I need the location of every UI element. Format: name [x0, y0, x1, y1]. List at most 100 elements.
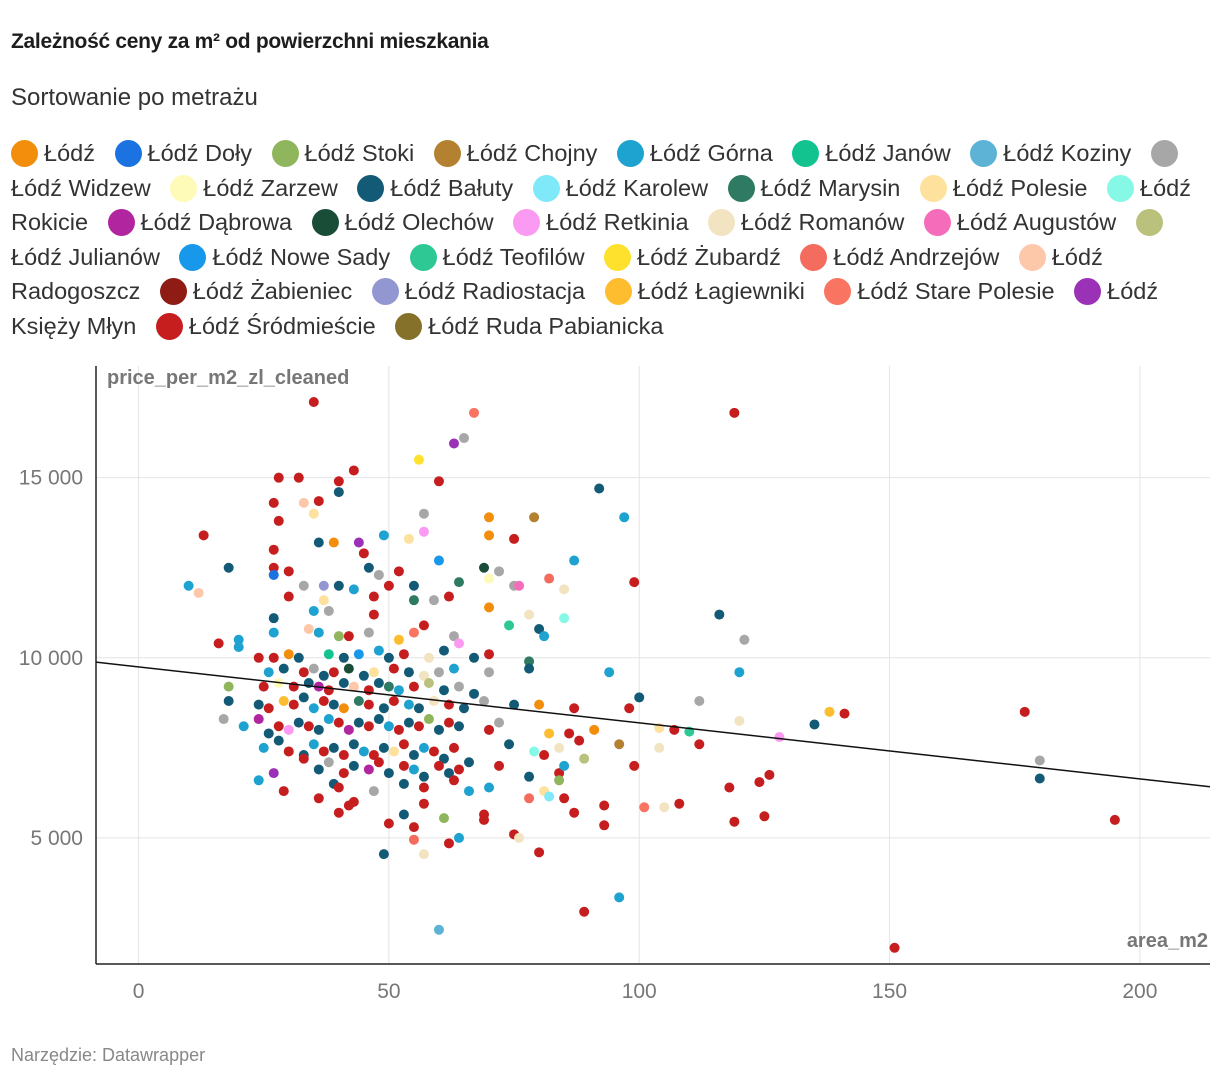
data-point [554, 775, 565, 786]
data-point [694, 739, 705, 750]
data-point [298, 667, 309, 678]
data-point [363, 699, 374, 710]
scatter-chart: 0 50 100 150 200 5 000 10 000 15 000 price_per_m… [19, 366, 1211, 1003]
data-point [824, 706, 835, 717]
data-point [418, 620, 429, 631]
data-point [393, 724, 404, 735]
x-tick-label: 0 [133, 980, 145, 1003]
legend-label: Łódź Andrzejów [833, 243, 1000, 270]
legend-swatch [357, 174, 385, 202]
trend-line [95, 661, 1211, 788]
data-point [569, 703, 580, 714]
legend-label: Łódź Zarzew [203, 174, 338, 201]
data-point [213, 638, 224, 649]
data-point [574, 735, 585, 746]
data-point [263, 667, 274, 678]
data-point [408, 834, 419, 845]
legend-label: Łódź Koziny [1003, 140, 1132, 166]
data-point [398, 649, 409, 660]
data-point [599, 800, 610, 811]
data-point [418, 526, 429, 537]
data-point [348, 584, 359, 595]
data-point [494, 717, 505, 728]
data-point [343, 800, 354, 811]
legend-label: Łódź Stare Polesie [857, 278, 1055, 304]
legend-swatch [604, 278, 632, 305]
data-point [358, 548, 369, 559]
legend-label: Łódź Olechów [344, 209, 494, 235]
data-point [453, 764, 464, 775]
legend-item: Łódź Janów [792, 140, 951, 167]
data-point [494, 566, 505, 577]
data-point [328, 699, 339, 710]
legend-swatch [824, 278, 852, 305]
data-point [448, 775, 459, 786]
data-point [403, 717, 414, 728]
data-point [283, 746, 294, 757]
data-point [378, 530, 389, 541]
legend-label: Łódź Retkinia [546, 209, 689, 235]
chart-subtitle: Sortowanie po metrażu [11, 84, 258, 111]
legend-item: Łódź Stoki [271, 140, 414, 167]
legend-swatch [800, 243, 828, 271]
data-point [313, 793, 324, 804]
data-point [223, 562, 234, 573]
data-point [524, 609, 535, 620]
legend-swatch [604, 243, 632, 271]
legend-item: Łódź Marysin [727, 174, 901, 202]
legend-label: Łódź Nowe Sady [212, 243, 391, 270]
data-point [333, 807, 344, 818]
data-point [353, 649, 364, 660]
data-point [398, 809, 409, 820]
data-point [348, 465, 359, 476]
data-point [484, 602, 495, 613]
data-point [313, 724, 324, 735]
data-point [258, 681, 269, 692]
legend-swatch [371, 278, 399, 305]
data-point [313, 627, 324, 638]
data-point [403, 699, 414, 710]
data-point [413, 454, 424, 465]
data-point [524, 793, 535, 804]
data-point [428, 595, 439, 606]
legend-label: Łódź Julianów [11, 243, 160, 270]
legend-label: Łódź Rokicie [11, 174, 1191, 236]
data-point [363, 562, 374, 573]
legend-item: Łódź Polesie [919, 174, 1087, 202]
data-point [343, 631, 354, 642]
data-point [418, 849, 429, 860]
legend-label: Łódź Karolew [565, 174, 709, 201]
data-point [408, 681, 419, 692]
data-point [398, 778, 409, 789]
data-point [323, 714, 334, 725]
legend-label: Łódź Księży Młyn [11, 278, 1159, 339]
data-point [393, 566, 404, 577]
data-point [288, 699, 299, 710]
data-point [539, 631, 550, 642]
data-point [1019, 706, 1030, 717]
data-point [268, 768, 279, 779]
data-point [298, 753, 309, 764]
data-point [438, 753, 449, 764]
data-point [544, 573, 555, 584]
data-point [273, 721, 284, 732]
data-point [393, 634, 404, 645]
data-point [569, 555, 580, 566]
y-tick-label: 10 000 [19, 647, 83, 670]
legend-item: Łódź Rokicie [11, 174, 1191, 236]
data-point [464, 786, 475, 797]
data-point [484, 512, 495, 523]
data-point [328, 537, 339, 548]
legend-label: Łódź Marysin [760, 174, 901, 201]
legend-swatch [114, 140, 142, 167]
data-point [353, 696, 364, 707]
source-footer: Narzędzie: Datawrapper [11, 1045, 206, 1065]
data-point [1034, 773, 1045, 784]
data-point [333, 631, 344, 642]
data-point [193, 587, 204, 598]
data-point [223, 696, 234, 707]
data-point [293, 652, 304, 663]
data-point [408, 764, 419, 775]
legend-item: Łódź Karolew [532, 174, 709, 202]
legend-item: Łódź [11, 140, 95, 167]
